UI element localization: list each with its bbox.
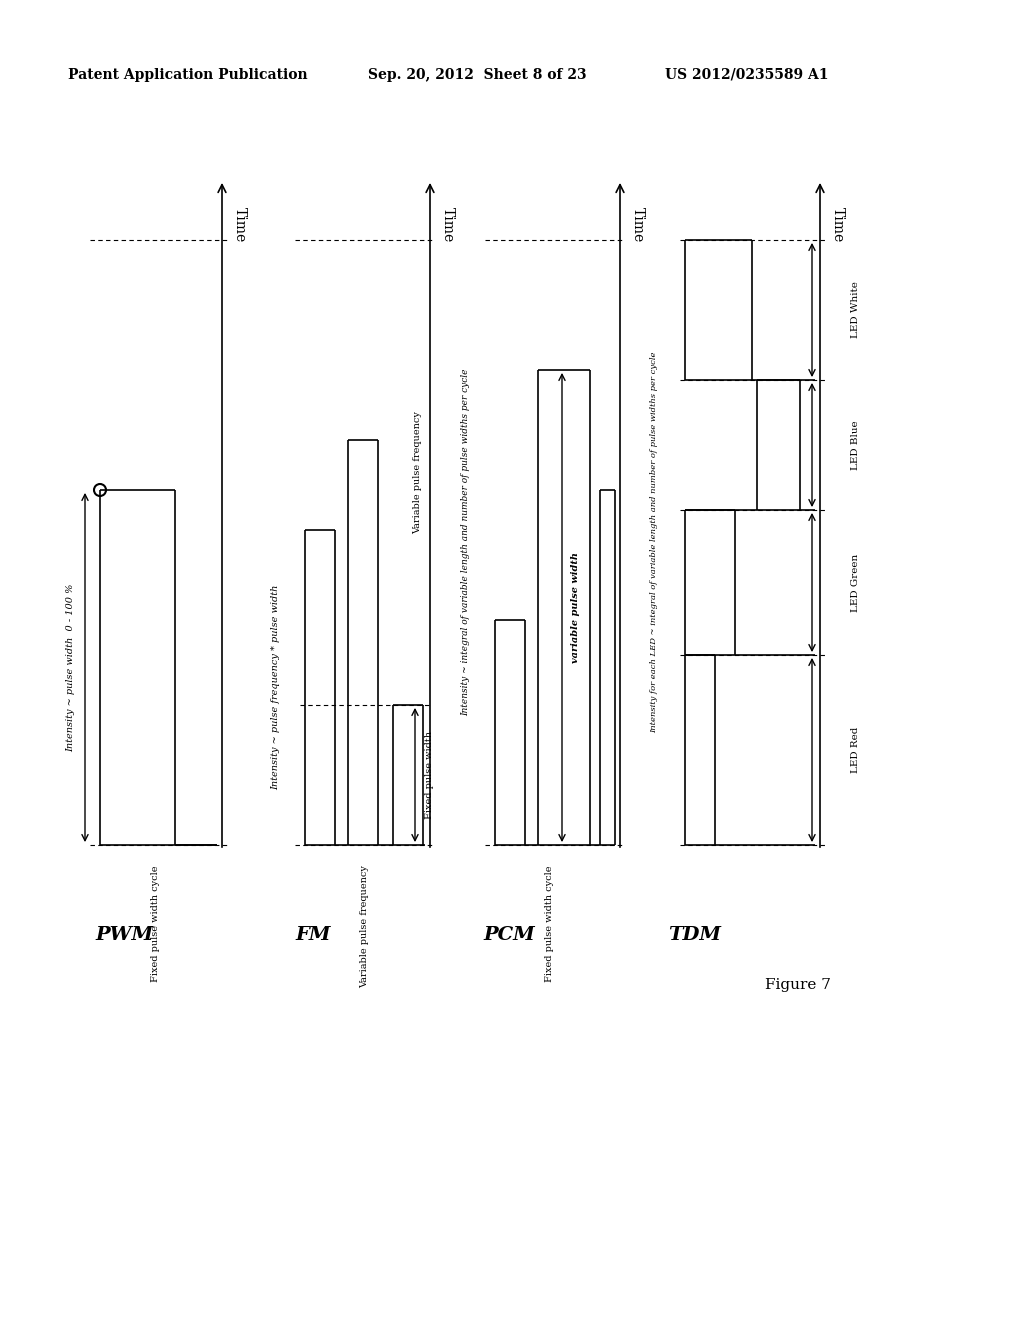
Text: Figure 7: Figure 7 [765,978,830,993]
Text: LED Blue: LED Blue [851,420,859,470]
Text: LED Red: LED Red [851,727,859,774]
Text: LED Green: LED Green [851,553,859,611]
Text: Fixed pulse width: Fixed pulse width [425,731,433,818]
Text: Time: Time [631,207,645,243]
Text: FM: FM [295,927,331,944]
Text: Intensity for each LED ~ integral of variable length and number of pulse widths : Intensity for each LED ~ integral of var… [650,351,658,733]
Text: Fixed pulse width cycle: Fixed pulse width cycle [546,865,555,982]
Text: US 2012/0235589 A1: US 2012/0235589 A1 [665,69,828,82]
Text: Intensity ~ pulse width  0 - 100 %: Intensity ~ pulse width 0 - 100 % [67,583,76,751]
Text: Variable pulse frequency: Variable pulse frequency [414,411,423,533]
Text: Variable pulse frequency: Variable pulse frequency [360,865,370,987]
Text: Time: Time [441,207,455,243]
Text: LED White: LED White [851,281,859,338]
Text: Time: Time [831,207,845,243]
Text: Intensity ~ pulse frequency * pulse width: Intensity ~ pulse frequency * pulse widt… [271,585,281,791]
Text: Time: Time [233,207,247,243]
Text: Patent Application Publication: Patent Application Publication [68,69,307,82]
Text: PCM: PCM [483,927,535,944]
Text: variable pulse width: variable pulse width [571,552,581,663]
Text: Intensity ~ integral of variable length and number of pulse widths per cycle: Intensity ~ integral of variable length … [462,368,470,717]
Text: TDM: TDM [668,927,721,944]
Text: Fixed pulse width cycle: Fixed pulse width cycle [151,865,160,982]
Text: Sep. 20, 2012  Sheet 8 of 23: Sep. 20, 2012 Sheet 8 of 23 [368,69,587,82]
Text: PWM: PWM [95,927,154,944]
